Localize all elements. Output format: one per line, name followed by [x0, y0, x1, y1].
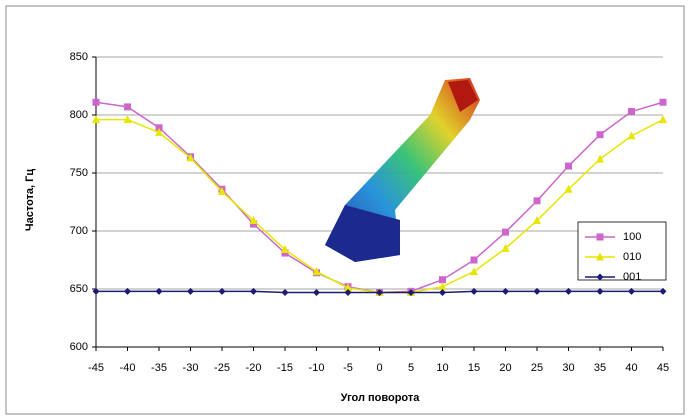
x-tick-label: -35 — [151, 362, 167, 374]
y-tick-label: 600 — [70, 341, 88, 353]
legend-label: 001 — [623, 271, 641, 283]
marker — [502, 229, 509, 236]
y-tick-label: 750 — [70, 167, 88, 179]
marker — [565, 163, 572, 170]
x-axis-label: Угол поворота — [341, 392, 421, 404]
x-tick-label: 10 — [436, 362, 448, 374]
y-tick-label: 850 — [70, 51, 88, 63]
marker — [628, 108, 635, 115]
legend — [578, 222, 666, 280]
marker — [439, 276, 446, 283]
marker — [534, 197, 541, 204]
marker — [660, 99, 667, 106]
x-tick-label: 15 — [468, 362, 480, 374]
x-tick-label: -40 — [120, 362, 136, 374]
x-tick-label: 45 — [657, 362, 669, 374]
x-tick-label: 35 — [594, 362, 606, 374]
x-tick-label: -5 — [343, 362, 353, 374]
x-tick-label: 40 — [625, 362, 637, 374]
x-tick-label: -45 — [88, 362, 104, 374]
marker — [597, 234, 604, 241]
x-tick-label: -30 — [183, 362, 199, 374]
marker — [93, 99, 100, 106]
legend-label: 100 — [623, 231, 641, 243]
x-tick-label: 20 — [499, 362, 511, 374]
marker — [597, 131, 604, 138]
x-tick-label: 25 — [531, 362, 543, 374]
x-tick-label: -25 — [214, 362, 230, 374]
x-tick-label: 30 — [562, 362, 574, 374]
y-tick-label: 700 — [70, 225, 88, 237]
y-tick-label: 650 — [70, 283, 88, 295]
x-tick-label: -20 — [246, 362, 262, 374]
x-tick-label: 5 — [408, 362, 414, 374]
marker — [471, 257, 478, 264]
chart: 600 650 700 750 800 850 -45 -40 -35 -30 -25 -20 -15 -… — [0, 0, 690, 419]
legend-label: 010 — [623, 251, 641, 263]
x-tick-label: -10 — [309, 362, 325, 374]
y-tick-label: 800 — [70, 109, 88, 121]
x-tick-label: -15 — [277, 362, 293, 374]
marker — [124, 103, 131, 110]
x-tick-label: 0 — [376, 362, 382, 374]
y-axis-label: Частота, Гц — [24, 169, 36, 232]
